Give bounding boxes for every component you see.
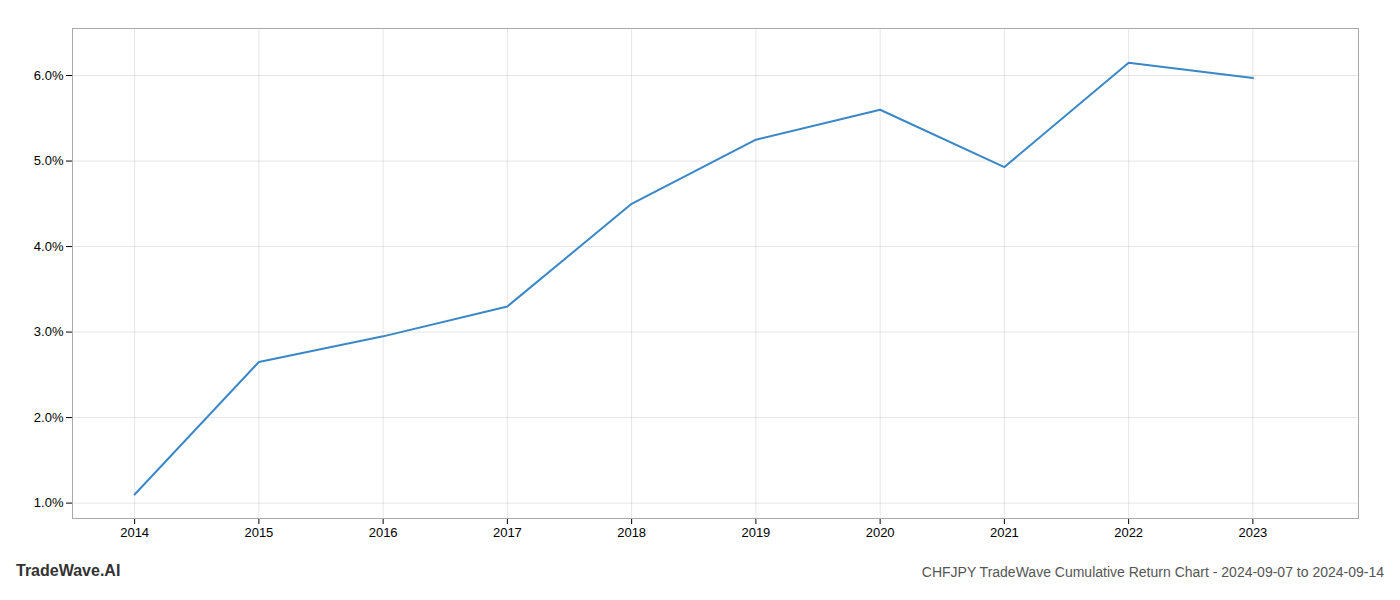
svg-text:2017: 2017 xyxy=(493,525,522,540)
svg-text:2020: 2020 xyxy=(866,525,895,540)
svg-text:2016: 2016 xyxy=(369,525,398,540)
html-text:CHFJPY TradeWave Cumulative Re: CHFJPY TradeWave Cumulative Return Chart… xyxy=(921,564,1384,580)
svg-text:2018: 2018 xyxy=(617,525,646,540)
svg-text:2021: 2021 xyxy=(990,525,1019,540)
svg-text:2015: 2015 xyxy=(244,525,273,540)
svg-text:2.0%: 2.0% xyxy=(34,410,64,425)
svg-text:2019: 2019 xyxy=(741,525,770,540)
svg-text:5.0%: 5.0% xyxy=(34,153,64,168)
html-text:TradeWave.AI: TradeWave.AI xyxy=(16,562,121,579)
svg-text:2023: 2023 xyxy=(1238,525,1267,540)
svg-text:3.0%: 3.0% xyxy=(34,324,64,339)
svg-text:6.0%: 6.0% xyxy=(34,68,64,83)
svg-text:2022: 2022 xyxy=(1114,525,1143,540)
svg-text:1.0%: 1.0% xyxy=(34,495,64,510)
svg-text:2014: 2014 xyxy=(120,525,149,540)
svg-text:4.0%: 4.0% xyxy=(34,239,64,254)
